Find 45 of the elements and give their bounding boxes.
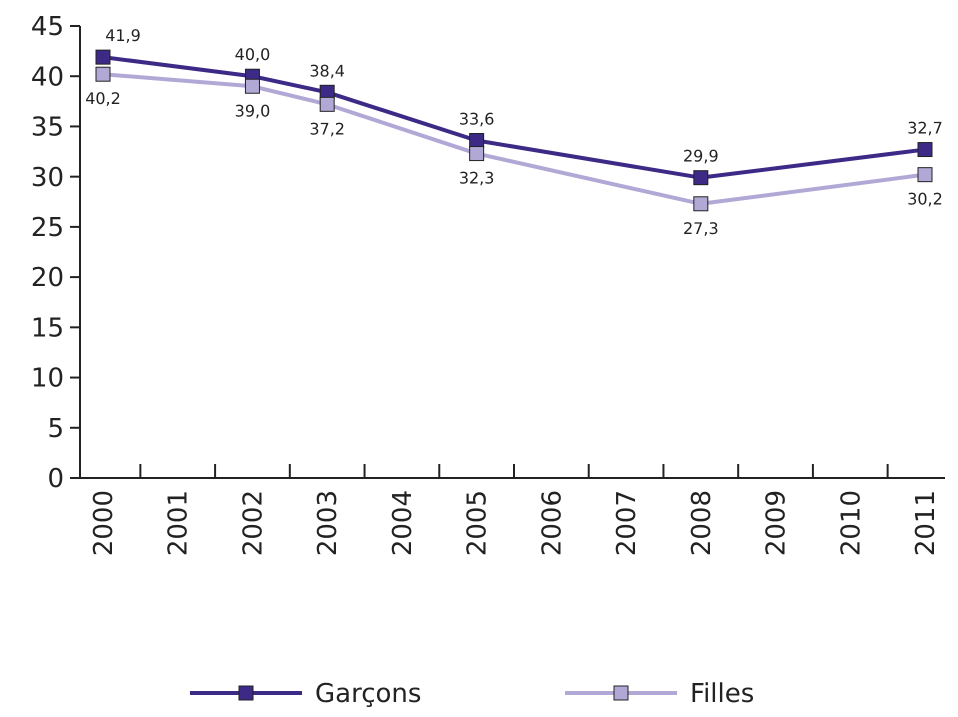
y-tick-label: 10 [30, 364, 64, 394]
x-tick-label: 2008 [686, 490, 717, 556]
x-tick-label: 2000 [89, 490, 119, 556]
x-tick-label: 2004 [388, 490, 418, 556]
legend-label: Filles [690, 679, 754, 710]
y-tick-label: 25 [30, 212, 64, 243]
data-label: 33,6 [458, 110, 494, 129]
data-label: 30,2 [907, 190, 943, 209]
data-label: 27,3 [683, 218, 719, 238]
data-label: 40,2 [85, 89, 121, 108]
y-tick-label: 5 [47, 414, 64, 444]
point [244, 78, 260, 94]
x-tick-label: 2007 [612, 490, 642, 556]
data-label: 40,0 [234, 45, 270, 64]
point [918, 167, 932, 182]
point [96, 66, 110, 82]
y-tick-label: 30 [30, 162, 64, 193]
point [693, 170, 708, 186]
x-tick-label: 2011 [911, 490, 941, 556]
data-label: 38,4 [309, 61, 345, 80]
x-tick-label: 2010 [836, 490, 866, 556]
data-label: 32,3 [458, 168, 494, 188]
point [693, 196, 708, 212]
point [918, 142, 932, 158]
x-tick-label: 2001 [164, 490, 194, 556]
y-tick-label: 45 [30, 12, 64, 42]
y-tick-label: 40 [30, 62, 64, 92]
x-tick-label: 2005 [462, 490, 493, 556]
y-tick-label: 0 [47, 464, 64, 494]
data-label: 32,7 [907, 118, 943, 138]
y-tick-label: 15 [30, 313, 64, 344]
data-label: 29,9 [683, 146, 719, 166]
point [469, 146, 484, 162]
point [320, 96, 335, 112]
y-tick-label: 35 [30, 112, 64, 143]
point [96, 50, 110, 65]
data-label: 39,0 [234, 101, 270, 120]
data-label: 41,9 [105, 26, 141, 46]
legend-label: Garçons [315, 679, 422, 710]
x-tick-label: 2009 [762, 490, 792, 556]
y-tick-label: 20 [30, 263, 64, 294]
x-tick-label: 2002 [238, 490, 268, 556]
data-label: 37,2 [309, 119, 345, 138]
x-tick-label: 2006 [537, 490, 568, 556]
x-tick-label: 2003 [313, 490, 344, 556]
